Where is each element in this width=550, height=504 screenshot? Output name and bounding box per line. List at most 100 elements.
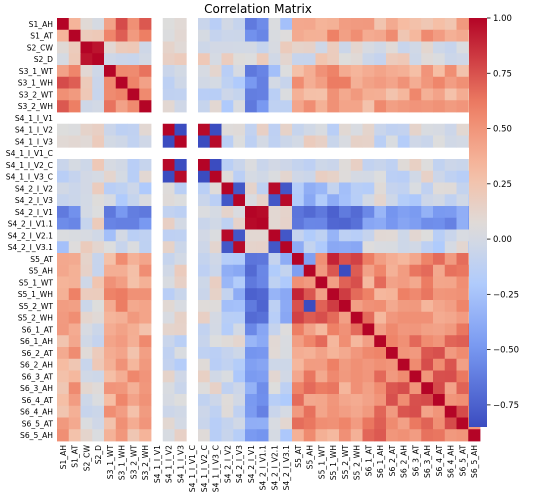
heatmap-cell (57, 170, 70, 183)
heatmap-cell (421, 335, 434, 348)
heatmap-cell (327, 18, 340, 31)
heatmap-cell (456, 182, 469, 195)
heatmap-cell (115, 76, 128, 89)
heatmap-cell (280, 76, 293, 89)
heatmap-cell (245, 217, 258, 230)
heatmap-cell (68, 206, 81, 219)
heatmap-cell (339, 335, 352, 348)
heatmap-cell (198, 264, 211, 277)
heatmap-cell (456, 206, 469, 219)
heatmap-cell (92, 241, 105, 254)
heatmap-cell (68, 347, 81, 360)
heatmap-cell (198, 394, 211, 407)
heatmap-cell (57, 159, 70, 172)
heatmap-cell (350, 159, 363, 172)
heatmap-cell (245, 229, 258, 242)
heatmap-cell (303, 217, 316, 230)
heatmap-cell (245, 29, 258, 42)
heatmap-cell (397, 53, 410, 66)
heatmap-cell (80, 18, 93, 31)
heatmap-cell (350, 288, 363, 301)
heatmap-cell (386, 241, 399, 254)
heatmap-cell (456, 170, 469, 183)
heatmap-cell (327, 29, 340, 42)
heatmap-cell (233, 123, 246, 136)
heatmap-cell (315, 76, 328, 89)
heatmap-cell (174, 253, 187, 266)
heatmap-cell (303, 429, 316, 442)
heatmap-cell (198, 335, 211, 348)
heatmap-cell (456, 276, 469, 289)
heatmap-cell (327, 41, 340, 54)
heatmap-cell (397, 311, 410, 324)
heatmap-cell (280, 276, 293, 289)
heatmap-cell (92, 217, 105, 230)
heatmap-cell (374, 170, 387, 183)
heatmap-cell (456, 264, 469, 277)
heatmap-cell (374, 241, 387, 254)
heatmap-cell (68, 264, 81, 277)
heatmap-cell (57, 194, 70, 207)
heatmap-cell (198, 65, 211, 78)
heatmap-cell (233, 417, 246, 430)
y-tick-label: S1_AT (30, 32, 53, 41)
heatmap-cell (433, 194, 446, 207)
heatmap-cell (386, 382, 399, 395)
heatmap-cell (397, 217, 410, 230)
heatmap-cell (209, 394, 222, 407)
heatmap-cell (209, 323, 222, 336)
heatmap-cell (57, 335, 70, 348)
heatmap-cell (444, 88, 457, 101)
heatmap-cell (421, 323, 434, 336)
heatmap-cell (327, 382, 340, 395)
heatmap-cell (433, 429, 446, 442)
heatmap-cell (68, 53, 81, 66)
heatmap-cell (456, 123, 469, 136)
heatmap-cell (397, 300, 410, 313)
heatmap-cell (280, 53, 293, 66)
heatmap-cell (104, 241, 117, 254)
heatmap-cell (421, 29, 434, 42)
heatmap-cell (315, 29, 328, 42)
heatmap-cell (68, 135, 81, 148)
heatmap-cell (397, 323, 410, 336)
heatmap-cell (409, 358, 422, 371)
heatmap-cell (139, 29, 152, 42)
y-tick-label: S5_2_WT (19, 302, 54, 311)
heatmap-cell (221, 405, 234, 418)
chart-title: Correlation Matrix (204, 2, 312, 16)
heatmap-cell (198, 194, 211, 207)
heatmap-cell (245, 123, 258, 136)
heatmap-cell (456, 229, 469, 242)
heatmap-cell (268, 170, 281, 183)
heatmap-cell (409, 100, 422, 113)
heatmap-cell (362, 170, 375, 183)
heatmap-cell (198, 241, 211, 254)
heatmap-cell (386, 370, 399, 383)
heatmap-cell (68, 323, 81, 336)
heatmap-cell (57, 18, 70, 31)
heatmap-cell (245, 41, 258, 54)
heatmap-cell (444, 135, 457, 148)
heatmap-cell (339, 288, 352, 301)
heatmap-cell (315, 241, 328, 254)
heatmap-cell (350, 382, 363, 395)
heatmap-cell (374, 18, 387, 31)
heatmap-cell (339, 217, 352, 230)
heatmap-cell (386, 88, 399, 101)
heatmap-cell (327, 135, 340, 148)
heatmap-cell (327, 88, 340, 101)
heatmap-cell (256, 65, 269, 78)
heatmap-cell (221, 276, 234, 289)
heatmap-cell (421, 370, 434, 383)
heatmap-cell (456, 253, 469, 266)
heatmap-cell (104, 76, 117, 89)
heatmap-cell (421, 241, 434, 254)
heatmap-cell (397, 347, 410, 360)
heatmap-cell (433, 123, 446, 136)
heatmap-cell (80, 29, 93, 42)
heatmap-cell (221, 100, 234, 113)
heatmap-cell (444, 217, 457, 230)
heatmap-cell (174, 288, 187, 301)
heatmap-cell (92, 229, 105, 242)
